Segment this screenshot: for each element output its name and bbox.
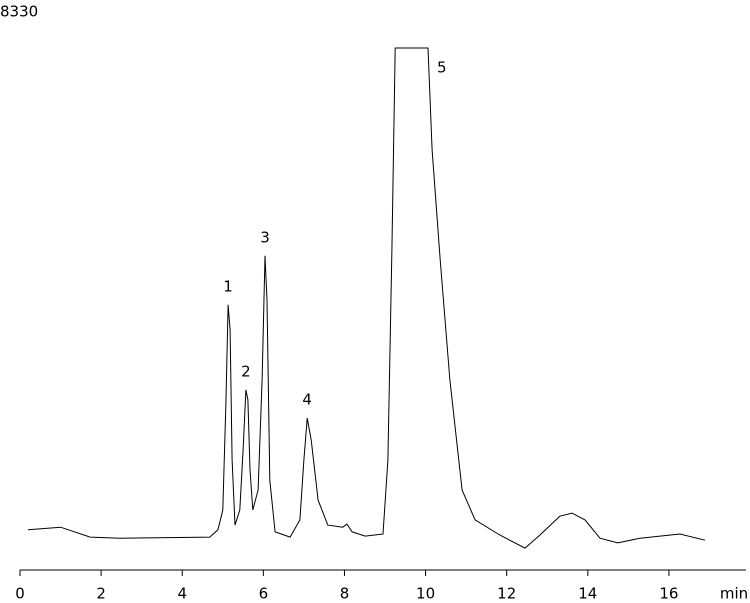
x-tick-label: 14 — [578, 585, 597, 603]
signal-line — [28, 47, 706, 549]
x-tick-label: 10 — [416, 585, 435, 603]
x-tick-label: 16 — [659, 585, 678, 603]
x-tick-label: 0 — [15, 585, 25, 603]
x-tick-label: 4 — [177, 585, 187, 603]
x-tick-label: 12 — [497, 585, 516, 603]
chart-title: 8330 — [0, 3, 38, 21]
x-tick-label: 6 — [259, 585, 269, 603]
x-tick-label: 2 — [96, 585, 106, 603]
x-axis-label: min — [720, 585, 748, 603]
peak-label: 3 — [260, 228, 270, 246]
peak-label: 2 — [241, 362, 251, 380]
x-tick-label: 8 — [340, 585, 350, 603]
peak-label: 5 — [437, 59, 447, 77]
peak-label: 4 — [302, 391, 312, 409]
peak-label: 1 — [223, 277, 233, 295]
